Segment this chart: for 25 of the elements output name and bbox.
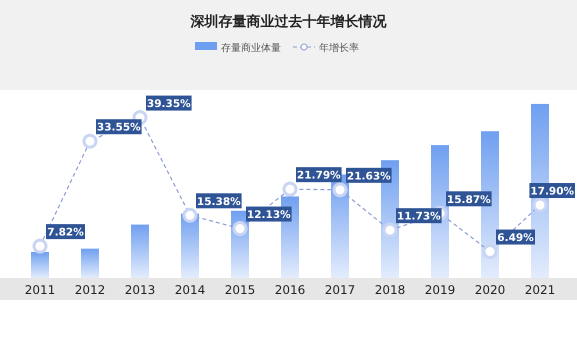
data-label: 7.82% — [47, 226, 84, 239]
data-label: 15.38% — [196, 196, 242, 208]
x-tick-label: 2015 — [224, 283, 256, 297]
data-label: 11.73% — [396, 210, 442, 223]
data-label: 12.13% — [246, 209, 292, 222]
data-label: 39.35% — [146, 98, 192, 110]
chart-title: 深圳存量商业过去十年增长情况 — [190, 13, 388, 30]
data-label: 21.79% — [296, 170, 342, 182]
legend-label: 存量商业体量 — [221, 42, 281, 54]
data-label: 33.55% — [96, 122, 142, 134]
x-tick-label: 2012 — [74, 283, 106, 297]
x-tick-label: 2017 — [324, 283, 356, 297]
x-tick-label: 2016 — [274, 283, 306, 297]
x-tick-label: 2020 — [474, 283, 506, 297]
x-tick-label: 2019 — [424, 283, 456, 297]
x-tick-label: 2013 — [124, 283, 156, 297]
legend-label: 年增长率 — [319, 42, 359, 54]
data-label: 17.90% — [530, 186, 575, 198]
x-tick-label: 2014 — [174, 283, 206, 297]
x-tick-label: 2018 — [374, 283, 406, 297]
data-label: 15.87% — [446, 194, 492, 206]
x-tick-label: 2021 — [524, 283, 556, 297]
data-label: 6.49% — [497, 232, 534, 244]
data-label: 21.63% — [346, 170, 392, 182]
x-tick-label: 2011 — [24, 283, 56, 297]
